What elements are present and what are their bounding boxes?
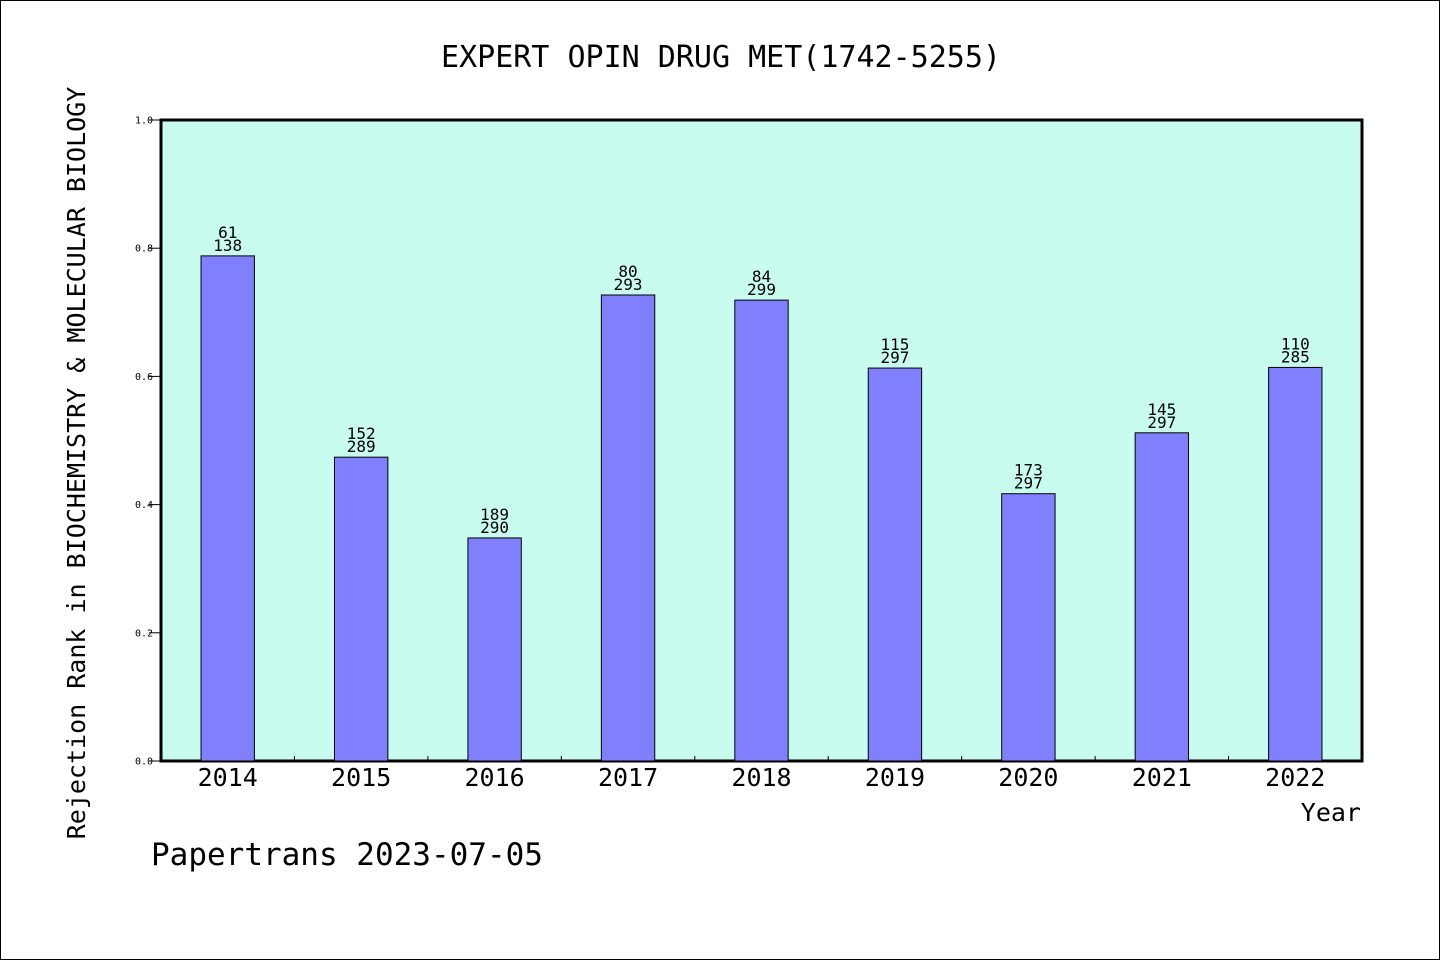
x-tick-label: 2019	[865, 763, 925, 792]
x-tick-label: 2020	[998, 763, 1058, 792]
x-tick-label: 2022	[1265, 763, 1325, 792]
y-axis: 0.0 0.2 0.4 0.6 0.8 1.0	[135, 116, 161, 768]
bar-rank-label: 189	[480, 505, 509, 524]
bar-rank-label: 145	[1147, 400, 1176, 419]
bar-total-label: 290	[480, 518, 509, 537]
bar-rank-label: 80	[618, 262, 637, 281]
bar-total-label: 293	[614, 275, 643, 294]
x-tick-label: 2016	[465, 763, 525, 792]
bar-total-label: 297	[1147, 413, 1176, 432]
bar-total-label: 297	[880, 348, 909, 367]
y-tick-label: 0.8	[135, 244, 153, 255]
bar-rank-label: 110	[1281, 334, 1310, 353]
bar-total-label: 289	[347, 437, 376, 456]
bar-rank-label: 84	[752, 267, 771, 286]
bar-2014	[200, 255, 255, 762]
bar-rank-label: 115	[880, 335, 909, 354]
bar-2018	[734, 299, 789, 762]
x-tick-label: 2014	[198, 763, 258, 792]
y-axis-label: Rejection Rank in BIOCHEMISTRY & MOLECUL…	[62, 87, 91, 840]
y-tick-label: 0.2	[135, 628, 153, 639]
x-tick-label: 2015	[331, 763, 391, 792]
bar-total-label: 299	[747, 280, 776, 299]
bar-rank-label: 152	[347, 424, 376, 443]
bar-rank-label: 173	[1014, 461, 1043, 480]
bar-total-label: 138	[213, 236, 242, 255]
x-axis-label: Year	[1301, 798, 1361, 827]
bar-2020	[1001, 493, 1056, 762]
bar-2015	[333, 456, 389, 762]
bar-rank-label: 61	[218, 223, 237, 242]
footer-text: Papertrans 2023-07-05	[151, 837, 543, 873]
x-tick-label: 2018	[731, 763, 791, 792]
bar-2017	[600, 294, 656, 762]
x-tick-label: 2017	[598, 763, 658, 792]
bar-2019	[867, 367, 923, 762]
bar-total-label: 285	[1281, 347, 1310, 366]
y-tick-label: 1.0	[135, 116, 153, 127]
y-tick-label: 0.4	[135, 500, 153, 511]
bar-total-label: 297	[1014, 474, 1043, 493]
y-tick-label: 0.0	[135, 757, 153, 768]
bar-2022	[1268, 366, 1323, 762]
x-tick-label: 2021	[1132, 763, 1192, 792]
chart-title: EXPERT OPIN DRUG MET(1742-5255)	[441, 40, 1001, 75]
bar-2016	[467, 537, 522, 762]
bar-2021	[1134, 432, 1190, 762]
bars	[200, 255, 1323, 762]
x-axis: 2014 2015 2016 2017 2018 2019 2020 2021 2022	[198, 756, 1325, 792]
y-tick-label: 0.6	[135, 372, 153, 383]
